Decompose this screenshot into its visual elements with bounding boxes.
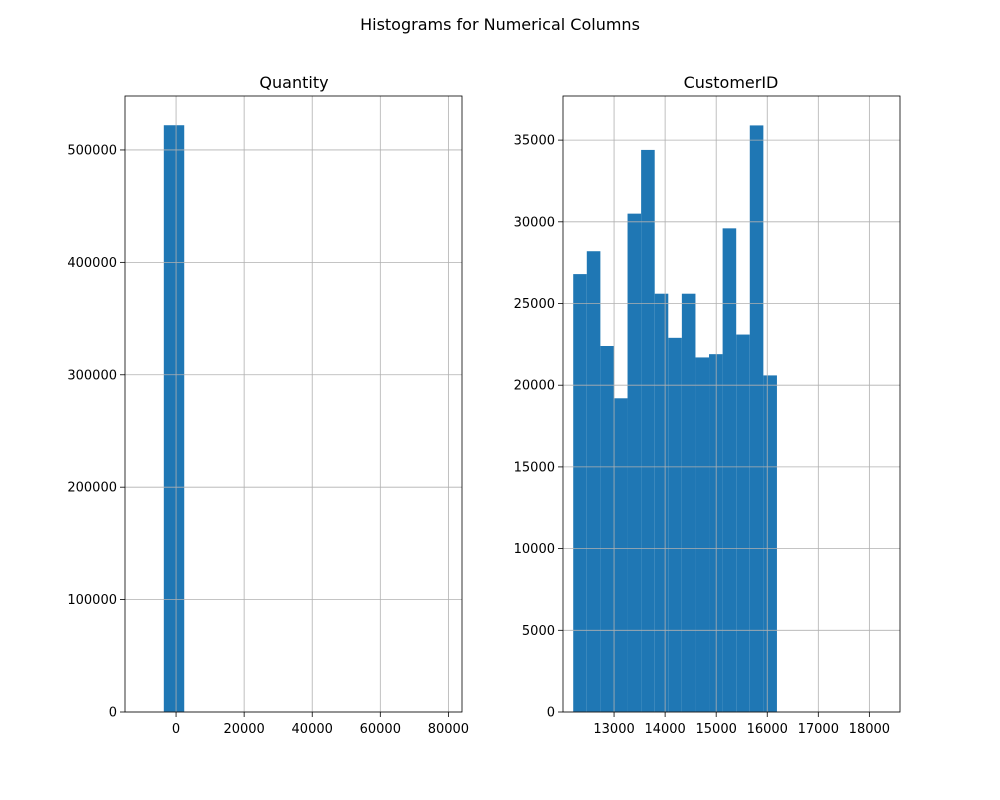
customerid-ytick-label-0: 0 xyxy=(547,706,555,721)
quantity-y-ticks: 0 100000 200000 300000 400000 500000 xyxy=(67,143,125,721)
quantity-title: Quantity xyxy=(259,73,328,92)
customerid-xtick-label-5: 18000 xyxy=(849,722,890,737)
customerid-bar-13 xyxy=(749,125,764,713)
quantity-axes-frame xyxy=(124,95,463,713)
customerid-xtick-label-1: 14000 xyxy=(644,722,685,737)
subplot-quantity: 0 20000 40000 60000 80000 0 100000 200000 30000… xyxy=(67,73,469,737)
customerid-ytick-label-1: 5000 xyxy=(522,624,555,639)
customerid-xtick-label-0: 13000 xyxy=(593,722,634,737)
customerid-grid xyxy=(563,96,900,713)
customerid-xtick-label-4: 17000 xyxy=(798,722,839,737)
customerid-axes-frame xyxy=(562,95,901,713)
quantity-bars xyxy=(163,125,185,713)
customerid-y-ticks: 0 5000 10000 15000 20000 25000 30000 35000 xyxy=(514,134,563,721)
figure-suptitle: Histograms for Numerical Columns xyxy=(360,15,640,34)
quantity-grid xyxy=(125,96,462,713)
customerid-bar-9 xyxy=(695,357,710,712)
quantity-ytick-label-0: 0 xyxy=(109,706,117,721)
quantity-xtick-label-0: 0 xyxy=(172,722,180,737)
customerid-bar-2 xyxy=(600,345,614,712)
customerid-bar-14 xyxy=(763,375,777,712)
subplot-customerid: 13000 14000 15000 16000 17000 18000 0 5000 1000… xyxy=(514,73,901,737)
customerid-ytick-label-7: 35000 xyxy=(514,134,555,149)
customerid-bar-7 xyxy=(668,337,682,712)
customerid-ytick-label-6: 30000 xyxy=(514,215,555,230)
customerid-xtick-label-3: 16000 xyxy=(747,722,788,737)
quantity-ytick-label-3: 300000 xyxy=(67,368,117,383)
customerid-bar-0 xyxy=(573,274,587,712)
customerid-bar-8 xyxy=(681,293,696,712)
customerid-bar-6 xyxy=(654,293,669,712)
customerid-x-ticks: 13000 14000 15000 16000 17000 18000 xyxy=(593,712,890,737)
quantity-xtick-label-2: 40000 xyxy=(292,722,333,737)
quantity-spines xyxy=(124,95,463,713)
quantity-xtick-label-4: 80000 xyxy=(428,722,469,737)
customerid-bar-4 xyxy=(627,213,642,712)
customerid-xtick-label-2: 15000 xyxy=(696,722,737,737)
quantity-xtick-label-3: 60000 xyxy=(360,722,401,737)
customerid-bar-1 xyxy=(586,251,601,712)
customerid-bar-11 xyxy=(722,228,737,712)
quantity-ytick-label-4: 400000 xyxy=(67,256,117,271)
customerid-bar-12 xyxy=(736,334,750,712)
customerid-title: CustomerID xyxy=(684,73,779,92)
customerid-ytick-label-5: 25000 xyxy=(514,297,555,312)
customerid-bars xyxy=(573,125,777,713)
quantity-xtick-label-1: 20000 xyxy=(223,722,264,737)
quantity-ytick-label-5: 500000 xyxy=(67,143,117,158)
quantity-x-ticks: 0 20000 40000 60000 80000 xyxy=(172,712,469,737)
quantity-ytick-label-2: 200000 xyxy=(67,481,117,496)
customerid-spines xyxy=(562,95,901,713)
customerid-bar-3 xyxy=(613,398,628,712)
customerid-ytick-label-4: 20000 xyxy=(514,379,555,394)
customerid-bar-5 xyxy=(641,149,655,713)
customerid-ytick-label-2: 10000 xyxy=(514,542,555,557)
quantity-bar-0 xyxy=(163,125,185,713)
quantity-ytick-label-1: 100000 xyxy=(67,593,117,608)
customerid-ytick-label-3: 15000 xyxy=(514,460,555,475)
